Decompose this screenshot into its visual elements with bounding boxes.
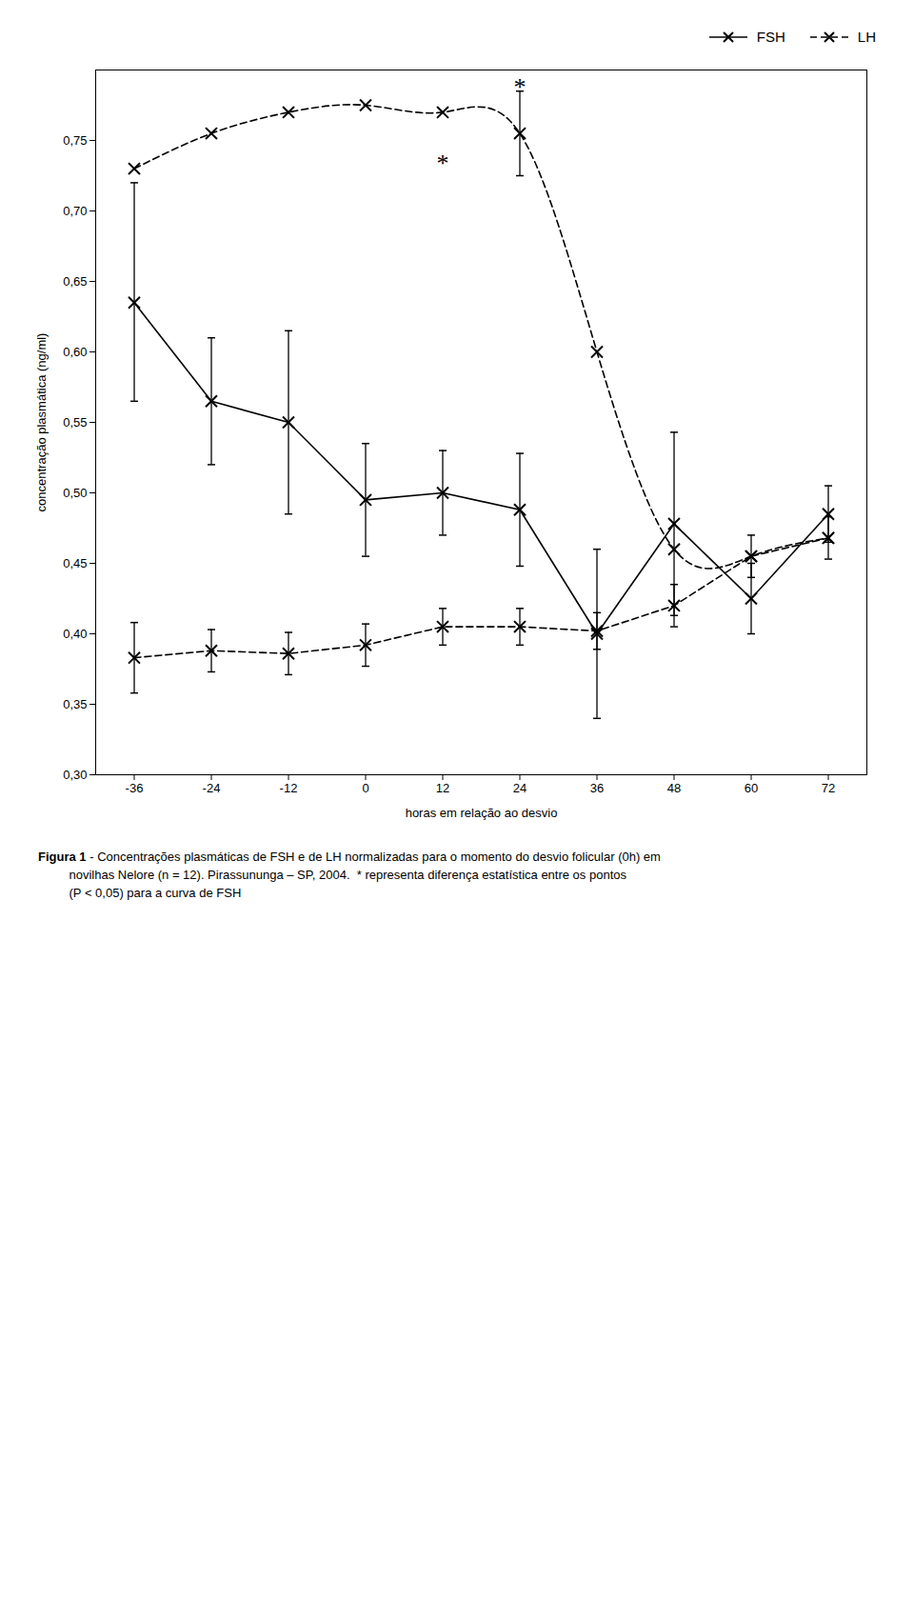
svg-text:36: 36 <box>590 780 604 795</box>
svg-text:-36: -36 <box>125 780 144 795</box>
html-text:LH: LH <box>857 28 876 45</box>
svg-text:72: 72 <box>821 780 835 795</box>
html-text:Figura 1 - Concentrações plasm: Figura 1 - Concentrações plasmáticas de … <box>38 849 661 900</box>
svg-text:concentração plasmática (ng/ml: concentração plasmática (ng/ml) <box>34 333 49 513</box>
svg-text:0,50: 0,50 <box>62 485 87 500</box>
svg-text:48: 48 <box>667 780 681 795</box>
svg-text:*: * <box>514 73 527 101</box>
svg-text:12: 12 <box>436 780 450 795</box>
svg-text:0,40: 0,40 <box>62 626 87 641</box>
svg-text:-12: -12 <box>279 780 299 795</box>
svg-text:0,35: 0,35 <box>62 696 87 712</box>
svg-text:horas em relação ao desvio: horas em relação ao desvio <box>405 805 558 820</box>
svg-text:24: 24 <box>513 780 527 795</box>
svg-text:60: 60 <box>744 780 758 795</box>
svg-text:0,60: 0,60 <box>62 344 87 359</box>
svg-text:0,70: 0,70 <box>62 203 87 219</box>
svg-text:0,45: 0,45 <box>62 556 87 571</box>
svg-text:0,55: 0,55 <box>62 415 87 430</box>
svg-text:0,30: 0,30 <box>62 767 87 782</box>
svg-text:0,75: 0,75 <box>62 133 87 148</box>
svg-text:0,65: 0,65 <box>62 274 87 289</box>
svg-text:0: 0 <box>361 780 369 795</box>
svg-text:*: * <box>437 149 450 178</box>
html-text:FSH: FSH <box>756 28 786 45</box>
svg-text:-24: -24 <box>202 780 221 795</box>
